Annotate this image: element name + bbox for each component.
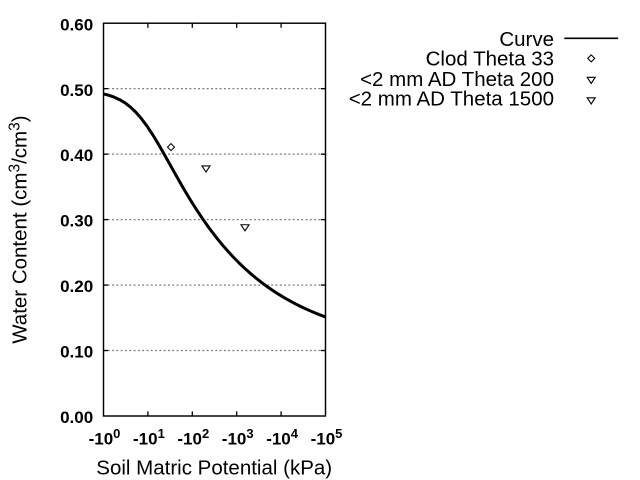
svg-text:Soil Matric Potential (kPa): Soil Matric Potential (kPa): [96, 456, 332, 479]
svg-text:0.40: 0.40: [60, 146, 93, 165]
svg-text:0.50: 0.50: [60, 81, 93, 100]
svg-text:Curve: Curve: [499, 28, 554, 51]
svg-text:-103: -103: [222, 426, 254, 449]
svg-text:0.60: 0.60: [60, 15, 93, 34]
svg-text:<2 mm AD Theta 200: <2 mm AD Theta 200: [360, 68, 554, 91]
svg-text:0.00: 0.00: [60, 408, 93, 427]
svg-text:-105: -105: [311, 426, 343, 449]
svg-text:Clod Theta 33: Clod Theta 33: [426, 47, 554, 70]
svg-text:-100: -100: [89, 426, 121, 449]
svg-text:0.20: 0.20: [60, 277, 93, 296]
svg-text:Water Content (cm3/cm3): Water Content (cm3/cm3): [6, 115, 31, 343]
svg-text:-101: -101: [133, 426, 165, 449]
svg-text:0.30: 0.30: [60, 212, 93, 231]
svg-text:0.10: 0.10: [60, 343, 93, 362]
svg-text:<2 mm AD Theta 1500: <2 mm AD Theta 1500: [349, 87, 554, 110]
svg-text:-102: -102: [177, 426, 209, 449]
svg-text:-104: -104: [266, 426, 299, 449]
